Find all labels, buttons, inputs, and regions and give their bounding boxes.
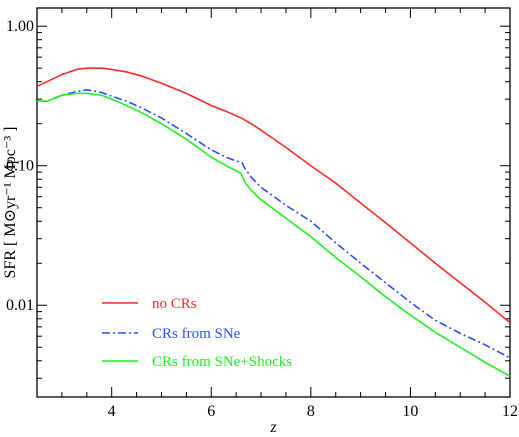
legend-label: no CRs — [152, 296, 197, 312]
y-axis-label: SFR [ M⊙yr⁻¹ Mpc⁻³ ] — [2, 127, 19, 279]
x-tick-label: 12 — [502, 403, 518, 420]
legend-item-crs-from-sne: CRs from SNe — [102, 326, 241, 342]
legend-item-crs-from-sne-shocks: CRs from SNe+Shocks — [102, 354, 292, 370]
x-tick-label: 6 — [207, 403, 215, 420]
legend-item-no-crs: no CRs — [102, 296, 197, 312]
axis-tick-labels: 4 6 8 10 12 0.01 0.10 1.00 — [6, 18, 518, 420]
legend: no CRs CRs from SNe CRs from SNe+Shocks — [102, 296, 292, 370]
x-axis-label: z — [269, 419, 277, 436]
y-tick-label: 1.00 — [6, 18, 34, 35]
series-line-crs-from-sne-shocks — [37, 92, 511, 377]
series-line-crs-from-sne — [37, 89, 511, 359]
y-tick-label: 0.01 — [6, 297, 34, 314]
x-tick-label: 4 — [108, 403, 116, 420]
series-line-no-crs — [36, 67, 511, 324]
plot-area-border — [36, 7, 511, 398]
axis-ticks — [36, 8, 511, 397]
plot-frame — [36, 7, 511, 398]
series-lines — [36, 67, 511, 377]
x-tick-label: 8 — [307, 403, 315, 420]
legend-label: CRs from SNe+Shocks — [152, 354, 292, 370]
legend-label: CRs from SNe — [152, 326, 241, 342]
x-tick-label: 10 — [402, 403, 418, 420]
y-tick-label: 0.10 — [6, 158, 34, 175]
